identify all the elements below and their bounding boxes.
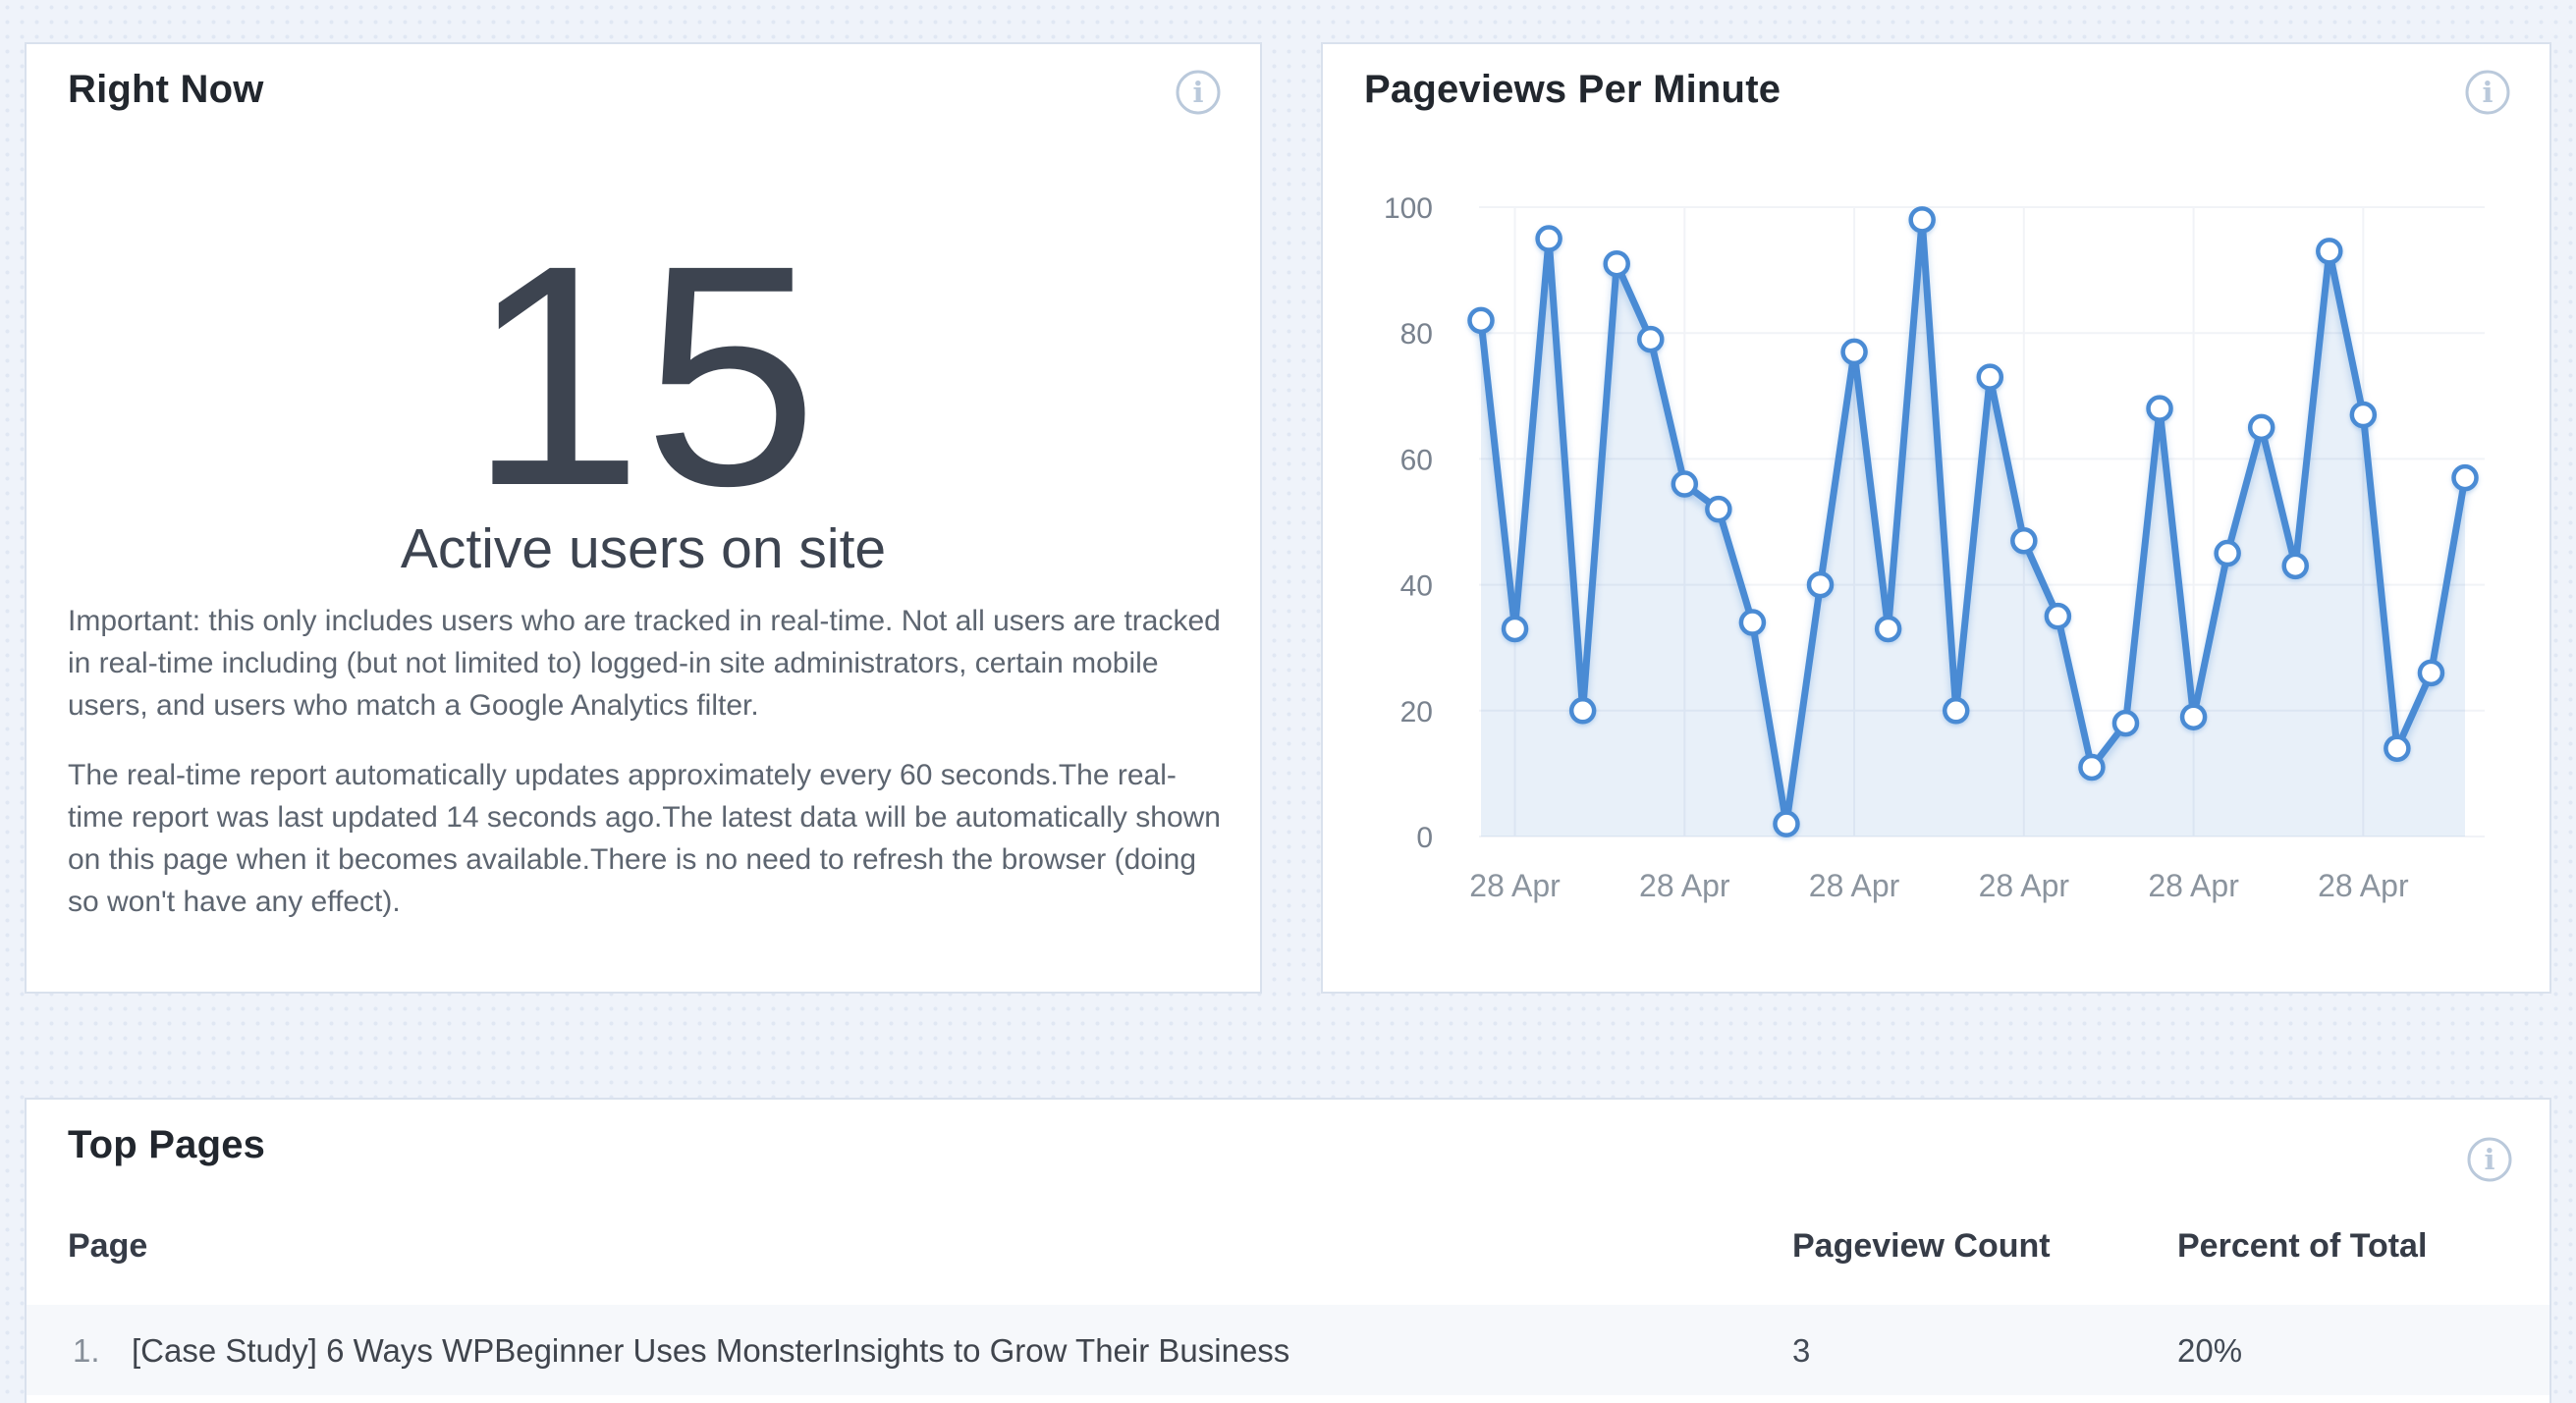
info-icon[interactable]: i [2463, 68, 2512, 117]
chart-point[interactable] [1942, 697, 1970, 725]
svg-text:28 Apr: 28 Apr [1979, 868, 2070, 903]
info-glyph: i [2484, 1143, 2494, 1176]
realtime-update-paragraph: The real-time report automatically updat… [68, 759, 1221, 918]
pageviews-per-minute-card: Pageviews Per Minute i 0 20 40 60 80 100 28 Ap… [1321, 42, 2551, 994]
chart-point[interactable] [1568, 697, 1597, 725]
info-icon[interactable]: i [2465, 1135, 2514, 1184]
column-header-pageview-count: Pageview Count [1792, 1227, 2051, 1265]
chart-point[interactable] [2349, 401, 2378, 429]
top-pages-table-header: Page Pageview Count Percent of Total [27, 1227, 2549, 1302]
right-now-title: Right Now [68, 68, 264, 111]
chart-point[interactable] [2078, 753, 2106, 782]
chart-point[interactable] [1806, 570, 1835, 599]
top-pages-card: Top Pages i Page Pageview Count Percent … [25, 1098, 2551, 1403]
chart-point[interactable] [1603, 249, 1630, 278]
realtime-note-paragraph: Important: this only includes users who … [68, 605, 1221, 722]
svg-text:28 Apr: 28 Apr [1809, 868, 1900, 903]
svg-text:100: 100 [1384, 192, 1433, 225]
chart-point[interactable] [1467, 306, 1495, 335]
pageviews-line-chart[interactable]: 0 20 40 60 80 100 28 Apr 28 Apr 28 Apr 28 Apr 28 A… [1323, 44, 2553, 996]
top-pages-title: Top Pages [68, 1123, 266, 1166]
chart-point[interactable] [1535, 225, 1562, 252]
pageviews-chart-title: Pageviews Per Minute [1364, 68, 1781, 111]
active-users-label: Active users on site [400, 517, 887, 580]
table-row: 1. [Case Study] 6 Ways WPBeginner Uses M… [27, 1305, 2549, 1395]
svg-text:28 Apr: 28 Apr [2148, 868, 2239, 903]
chart-point[interactable] [2179, 703, 2208, 730]
chart-point[interactable] [1637, 325, 1665, 353]
svg-text:20: 20 [1400, 696, 1433, 728]
chart-point[interactable] [1705, 495, 1732, 523]
info-icon[interactable]: i [1174, 68, 1223, 117]
chart-point[interactable] [1773, 810, 1800, 837]
chart-point[interactable] [1501, 615, 1529, 643]
svg-text:28 Apr: 28 Apr [2318, 868, 2409, 903]
chart-point[interactable] [2214, 539, 2241, 567]
chart-point[interactable] [2044, 602, 2072, 630]
chart-point[interactable] [2384, 734, 2411, 763]
svg-text:28 Apr: 28 Apr [1469, 868, 1561, 903]
column-header-percent-of-total: Percent of Total [2177, 1227, 2428, 1265]
chart-point[interactable] [1908, 206, 1936, 234]
active-users-count: 15 [468, 199, 818, 551]
chart-point[interactable] [2010, 526, 2038, 555]
chart-point[interactable] [2247, 413, 2275, 442]
svg-text:28 Apr: 28 Apr [1639, 868, 1730, 903]
chart-point[interactable] [1738, 609, 1767, 636]
info-glyph: i [2482, 76, 2493, 109]
chart-point[interactable] [2316, 238, 2343, 265]
chart-point[interactable] [1976, 363, 2004, 391]
chart-point[interactable] [1874, 615, 1902, 643]
chart-point[interactable] [2417, 659, 2445, 687]
chart-point[interactable] [2111, 709, 2140, 737]
row-percent-of-total: 20% [2177, 1332, 2243, 1369]
info-glyph: i [1192, 76, 1203, 109]
svg-text:60: 60 [1400, 444, 1433, 476]
chart-point[interactable] [1671, 470, 1699, 498]
svg-text:0: 0 [1416, 822, 1433, 854]
chart-point[interactable] [2281, 552, 2309, 580]
column-header-page: Page [68, 1227, 148, 1265]
row-rank: 1. [73, 1332, 100, 1369]
svg-text:80: 80 [1400, 318, 1433, 351]
chart-point[interactable] [2146, 395, 2173, 422]
svg-text:40: 40 [1400, 570, 1433, 603]
row-page-title: [Case Study] 6 Ways WPBeginner Uses Mons… [132, 1332, 1290, 1369]
chart-point[interactable] [1840, 338, 1868, 366]
chart-point[interactable] [2451, 463, 2479, 492]
row-pageview-count: 3 [1792, 1332, 1811, 1369]
right-now-card: Right Now i 15 Active users on site Impo… [25, 42, 1262, 994]
